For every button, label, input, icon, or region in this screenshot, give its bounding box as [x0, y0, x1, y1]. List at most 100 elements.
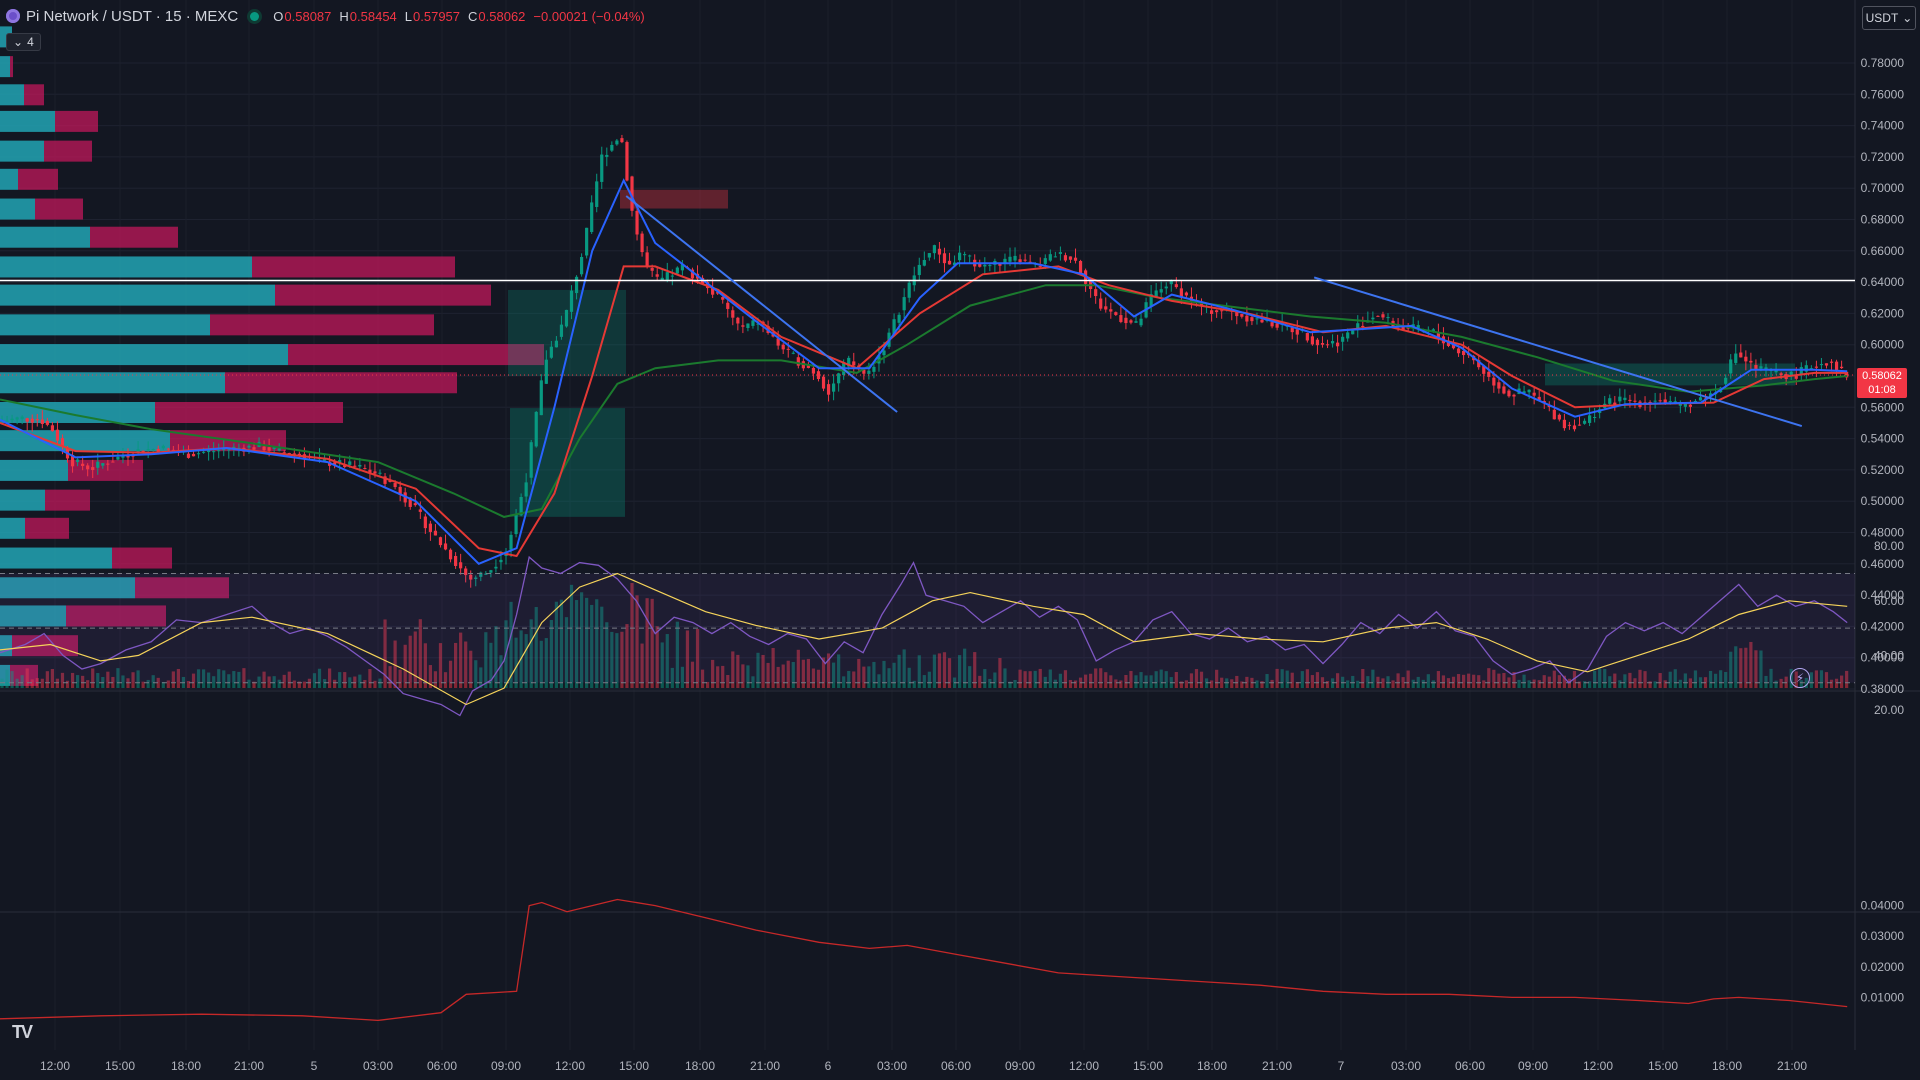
price-tick-label: 0.62000 — [1861, 306, 1905, 320]
volume-bar — [464, 641, 468, 688]
volume-bar — [569, 584, 574, 688]
candle-body — [791, 352, 795, 354]
volume-bar — [973, 652, 977, 688]
volume-bar — [322, 679, 327, 688]
volume-bar — [1053, 679, 1057, 688]
volume-bar — [1285, 670, 1289, 688]
symbol-title[interactable]: Pi Network / USDT · 15 · MEXC — [26, 7, 239, 25]
volume-bar — [1124, 675, 1128, 688]
volume-bar — [922, 675, 926, 688]
candle-body — [922, 260, 926, 266]
candle-body — [1179, 288, 1183, 298]
volume-bar — [91, 668, 95, 688]
volume-bar — [156, 677, 160, 688]
candle-body — [1235, 312, 1239, 317]
candle-body — [574, 276, 579, 294]
candle-body — [605, 154, 609, 157]
volume-bar — [786, 660, 790, 688]
volume-bar — [1522, 674, 1526, 688]
volume-bar — [781, 664, 785, 688]
candle-body — [1356, 323, 1360, 331]
volume-bar — [1754, 650, 1758, 688]
candle-body — [670, 275, 674, 277]
candle-body — [383, 476, 387, 484]
volume-bar — [1235, 675, 1239, 688]
volume-bar — [1557, 675, 1561, 688]
candle-body — [610, 144, 614, 151]
candle-body — [826, 384, 831, 395]
volume-profile-up — [0, 226, 90, 248]
volume-bar — [479, 667, 483, 688]
volume-bar — [338, 672, 342, 688]
candle-body — [227, 449, 231, 451]
volume-bar — [40, 678, 44, 688]
volume-bar — [1033, 670, 1037, 688]
volume-bar — [1603, 668, 1607, 688]
volume-bar — [1073, 680, 1078, 688]
volume-bar — [968, 666, 972, 688]
volume-bar — [368, 669, 372, 688]
candle-body — [10, 418, 14, 421]
volume-bar — [1456, 674, 1461, 688]
candle-body — [459, 562, 463, 569]
tradingview-logo[interactable]: TV — [12, 1022, 33, 1042]
volume-bar — [317, 668, 322, 688]
candle-body — [958, 252, 962, 261]
volume-bar — [1421, 679, 1425, 688]
candle-body — [877, 355, 881, 364]
volume-bar — [50, 669, 54, 688]
volume-bar — [514, 637, 518, 688]
candle-body — [675, 267, 679, 274]
volume-bar — [1708, 670, 1713, 688]
candle-body — [1698, 397, 1703, 401]
price-tick-label: 0.66000 — [1861, 244, 1905, 258]
volume-bar — [1315, 672, 1320, 688]
candle-body — [222, 449, 226, 451]
high-label: H — [339, 8, 349, 24]
close-value: 0.58062 — [478, 8, 526, 24]
volume-bar — [695, 628, 700, 688]
candle-body — [937, 248, 942, 255]
volume-bar — [847, 670, 851, 688]
volume-profile-down — [252, 256, 455, 278]
volume-bar — [1482, 680, 1486, 688]
candle-body — [897, 314, 901, 323]
volume-bar — [675, 621, 679, 688]
volume-bar — [1406, 670, 1410, 688]
volume-bar — [912, 680, 916, 688]
candle-body — [1729, 359, 1733, 374]
candle-body — [1436, 332, 1440, 338]
volume-bar — [842, 676, 846, 688]
candle-body — [81, 463, 85, 466]
volume-bar — [1149, 675, 1153, 688]
candle-body — [756, 323, 760, 325]
candle-body — [1048, 254, 1052, 261]
lightning-icon[interactable]: ⚡ — [1790, 668, 1810, 688]
currency-button[interactable]: USDT ⌄ — [1862, 6, 1916, 30]
volume-bar — [1336, 673, 1340, 688]
volume-bar — [806, 658, 810, 688]
candle-body — [1330, 341, 1335, 344]
candle-body — [252, 447, 256, 450]
time-tick-label: 03:00 — [1391, 1059, 1421, 1073]
candle-body — [1663, 399, 1667, 403]
candle-body — [1119, 315, 1123, 322]
candle-body — [751, 320, 755, 326]
volume-bar — [932, 654, 936, 688]
volume-bar — [1199, 671, 1204, 688]
volume-bar — [1593, 670, 1597, 688]
volume-bar — [751, 676, 755, 688]
volume-bar — [685, 630, 690, 688]
candle-body — [292, 453, 296, 455]
volume-bar — [287, 671, 291, 688]
indicators-toggle[interactable]: ⌄ 4 — [6, 33, 41, 51]
volume-bar — [1648, 681, 1652, 688]
volume-bar — [731, 651, 735, 688]
candle-body — [1593, 417, 1597, 419]
candle-body — [166, 448, 170, 450]
candle-body — [721, 297, 725, 300]
volume-profile-down — [225, 372, 457, 394]
volume-bar — [680, 666, 684, 688]
volume-bar — [70, 672, 75, 688]
